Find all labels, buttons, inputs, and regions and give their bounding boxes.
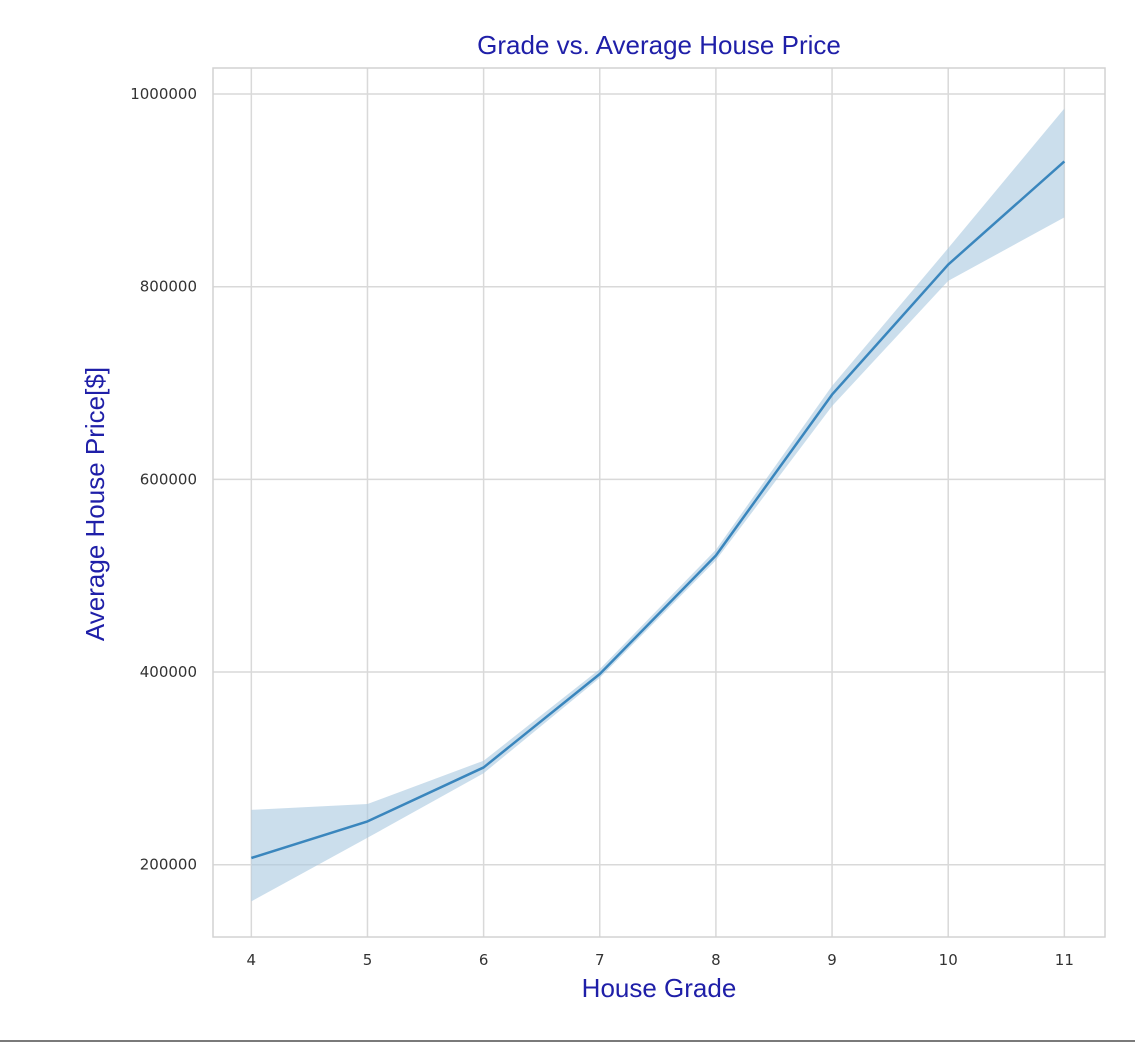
grid	[213, 68, 1105, 937]
x-tick-label: 10	[939, 951, 958, 969]
y-tick-labels: 200000 400000 600000 800000 1000000	[130, 85, 197, 874]
x-tick-label: 11	[1055, 951, 1074, 969]
y-tick-label: 800000	[140, 278, 197, 296]
x-tick-label: 6	[479, 951, 489, 969]
y-axis-label: Average House Price[$]	[80, 367, 110, 641]
chart-title: Grade vs. Average House Price	[477, 30, 841, 60]
confidence-band-layer	[251, 108, 1065, 902]
x-tick-labels: 4 5 6 7 8 9 10 11	[247, 951, 1074, 969]
x-tick-label: 9	[827, 951, 837, 969]
series-line-layer	[250, 160, 1066, 860]
plot-frame	[212, 67, 1106, 938]
confidence-band	[251, 108, 1065, 902]
x-tick-label: 5	[363, 951, 373, 969]
bottom-divider	[0, 1040, 1135, 1042]
y-tick-label: 600000	[140, 470, 197, 488]
y-tick-label: 200000	[140, 856, 197, 874]
x-tick-label: 8	[711, 951, 721, 969]
x-tick-label: 7	[595, 951, 605, 969]
x-tick-label: 4	[247, 951, 257, 969]
y-tick-label: 400000	[140, 663, 197, 681]
y-tick-label: 1000000	[130, 85, 197, 103]
x-axis-label: House Grade	[582, 973, 737, 1003]
series-line	[250, 160, 1066, 860]
